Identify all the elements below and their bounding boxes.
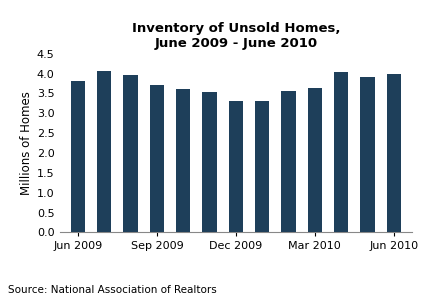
Bar [308, 88, 322, 232]
Bar [360, 77, 375, 232]
Y-axis label: Millions of Homes: Millions of Homes [20, 91, 33, 195]
Bar [202, 92, 217, 232]
Bar [255, 101, 269, 232]
Text: Source: National Association of Realtors: Source: National Association of Realtors [8, 285, 217, 295]
Bar [176, 89, 190, 232]
Bar [334, 72, 348, 232]
Bar [71, 81, 85, 232]
Bar [387, 74, 401, 232]
Bar [97, 71, 111, 232]
Bar [229, 101, 243, 232]
Bar [150, 85, 164, 232]
Bar [123, 75, 138, 232]
Title: Inventory of Unsold Homes,
June 2009 - June 2010: Inventory of Unsold Homes, June 2009 - J… [132, 22, 340, 50]
Bar [281, 91, 296, 232]
